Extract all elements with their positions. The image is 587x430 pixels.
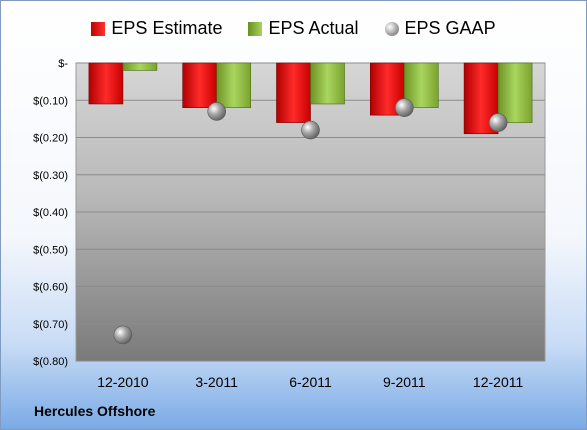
x-tick-label: 12-2010: [97, 374, 149, 390]
legend: EPS Estimate EPS Actual EPS GAAP: [1, 18, 586, 39]
y-tick-label: $(0.50): [33, 244, 68, 256]
bars: [88, 62, 533, 135]
x-tick-label: 12-2011: [473, 374, 524, 390]
x-tick-label: 6-2011: [289, 374, 332, 390]
legend-item-gaap: EPS GAAP: [384, 18, 496, 39]
x-tick-label: 3-2011: [195, 374, 238, 390]
x-axis-ticks: 12-2010 3-2011 6-2011 9-2011 12-2011: [97, 374, 523, 390]
point-eps-gaap: [394, 98, 414, 117]
y-tick-label: $(0.60): [33, 282, 68, 294]
company-name: Hercules Offshore: [34, 403, 156, 419]
legend-item-estimate: EPS Estimate: [91, 18, 222, 39]
gaap-points: [113, 98, 508, 345]
bar-eps-estimate: [182, 62, 217, 109]
y-tick-label: $(0.20): [33, 133, 68, 145]
y-axis-ticks: $- $(0.10) $(0.20) $(0.30) $(0.40) $(0.50) $(0…: [33, 58, 68, 368]
legend-swatch-actual: [248, 21, 263, 36]
y-tick-label: $(0.70): [33, 319, 68, 331]
legend-label-actual: EPS Actual: [268, 18, 359, 38]
bar-eps-actual: [497, 62, 533, 123]
legend-item-actual: EPS Actual: [248, 18, 359, 39]
y-tick-label: $(0.40): [33, 207, 68, 219]
point-eps-gaap: [207, 102, 226, 121]
y-tick-label: $(0.10): [33, 95, 68, 107]
y-tick-label: $(0.30): [33, 170, 68, 182]
bar-eps-actual: [122, 62, 158, 71]
y-tick-label: $-: [58, 58, 68, 70]
legend-swatch-estimate: [91, 21, 106, 36]
legend-label-gaap: EPS GAAP: [404, 18, 496, 38]
bar-eps-actual: [216, 62, 251, 109]
y-tick-label: $(0.80): [33, 356, 68, 368]
bar-eps-estimate: [88, 62, 124, 105]
point-eps-gaap: [113, 325, 133, 345]
bar-eps-estimate: [276, 62, 311, 123]
point-eps-gaap: [301, 120, 320, 140]
point-eps-gaap: [488, 113, 508, 132]
x-tick-label: 9-2011: [383, 374, 426, 390]
legend-label-estimate: EPS Estimate: [111, 18, 223, 38]
bar-eps-actual: [403, 62, 439, 109]
legend-swatch-gaap: [384, 21, 399, 36]
bar-eps-actual: [310, 62, 345, 105]
